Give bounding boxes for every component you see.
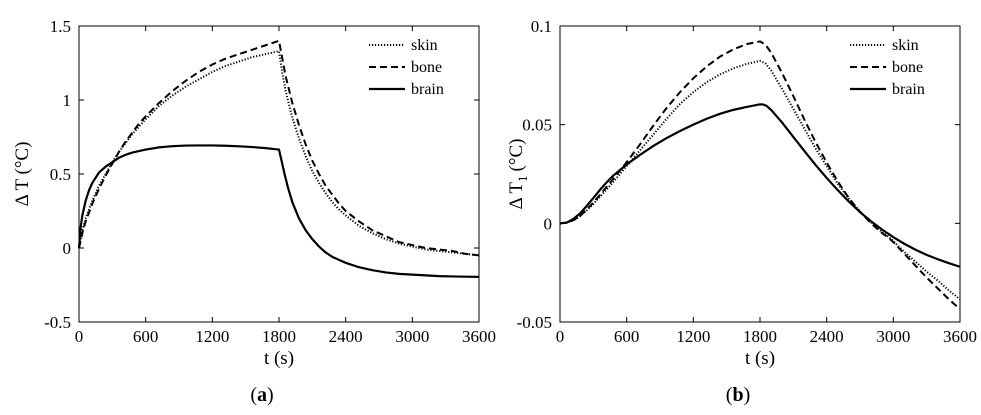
x-tick-label: 0	[556, 327, 565, 346]
x-tick-label: 3600	[462, 327, 496, 346]
series-line-bone	[559, 40, 961, 310]
series-line-brain	[559, 103, 961, 268]
x-tick-label: 1800	[743, 327, 777, 346]
panel-label-b: (b)	[726, 384, 750, 406]
series-lines-b	[559, 40, 961, 310]
x-tick-label: 1200	[195, 327, 229, 346]
y-tick-label: 0.05	[522, 116, 552, 135]
y-tick-label: 0.1	[531, 17, 552, 36]
legend-b: skin bone brain	[850, 37, 925, 98]
y-tick-labels-a: -0.5 0 0.5 1 1.5	[44, 17, 479, 332]
x-axis-label-b: t (s)	[745, 348, 775, 369]
y-tick-label: -0.05	[517, 313, 552, 332]
x-tick-label: 3000	[395, 327, 429, 346]
y-tick-label: 0.5	[50, 165, 71, 184]
panel-label-b-close: )	[744, 384, 751, 406]
y-axis-label-a: Δ T (°C)	[12, 142, 33, 207]
series-line-brain	[77, 144, 480, 278]
legend-label-brain: brain	[892, 81, 925, 98]
x-tick-label: 2400	[329, 327, 363, 346]
y-tick-label: 0	[544, 214, 553, 233]
legend-label-skin: skin	[411, 37, 438, 54]
legend-label-brain: brain	[411, 81, 444, 98]
y-tick-label: 1.5	[50, 17, 71, 36]
series-line-bone	[78, 39, 480, 257]
panel-label-a-letter: a	[257, 384, 267, 406]
series-lines-a	[77, 39, 480, 278]
x-axis-label-a: t (s)	[264, 348, 294, 369]
x-tick-labels-b: 0 600 1200 1800 2400 3000 3600	[556, 26, 977, 346]
panel-label-a-open: (	[250, 384, 257, 406]
x-tick-label: 600	[614, 327, 640, 346]
legend-label-bone: bone	[892, 59, 923, 76]
x-tick-label: 1800	[262, 327, 296, 346]
panel-label-b-letter: b	[732, 384, 743, 406]
y-tick-label: 1	[63, 91, 72, 110]
y-axis-label-b-sub: 1	[515, 175, 530, 182]
x-tick-label: 3000	[876, 327, 910, 346]
panel-label-a: (a)	[250, 384, 273, 406]
x-tick-label: 2400	[810, 327, 844, 346]
legend-label-bone: bone	[411, 59, 442, 76]
x-tick-label: 0	[75, 327, 84, 346]
x-tick-label: 600	[133, 327, 159, 346]
chart-panel-a: 0 600 1200 1800 2400 3000 3600 -0.500.511.5 t …	[12, 17, 496, 406]
legend-a: skin bone brain	[369, 37, 444, 98]
legend-label-skin: skin	[892, 37, 919, 54]
panel-label-a-close: )	[267, 384, 274, 406]
x-tick-labels-a: 0 600 1200 1800 2400 3000 3600	[75, 26, 496, 346]
y-axis-label-b: Δ T1 (°C)	[506, 139, 530, 210]
y-tick-label: 0	[63, 239, 72, 258]
y-axis-label-b-main: Δ T	[506, 182, 527, 210]
y-tick-label: -0.5	[44, 313, 71, 332]
panel-label-b-open: (	[726, 384, 733, 406]
series-line-skin	[559, 59, 961, 301]
y-axis-label-b-unit: (°C)	[506, 139, 527, 172]
x-tick-label: 3600	[943, 327, 977, 346]
x-tick-label: 1200	[676, 327, 710, 346]
